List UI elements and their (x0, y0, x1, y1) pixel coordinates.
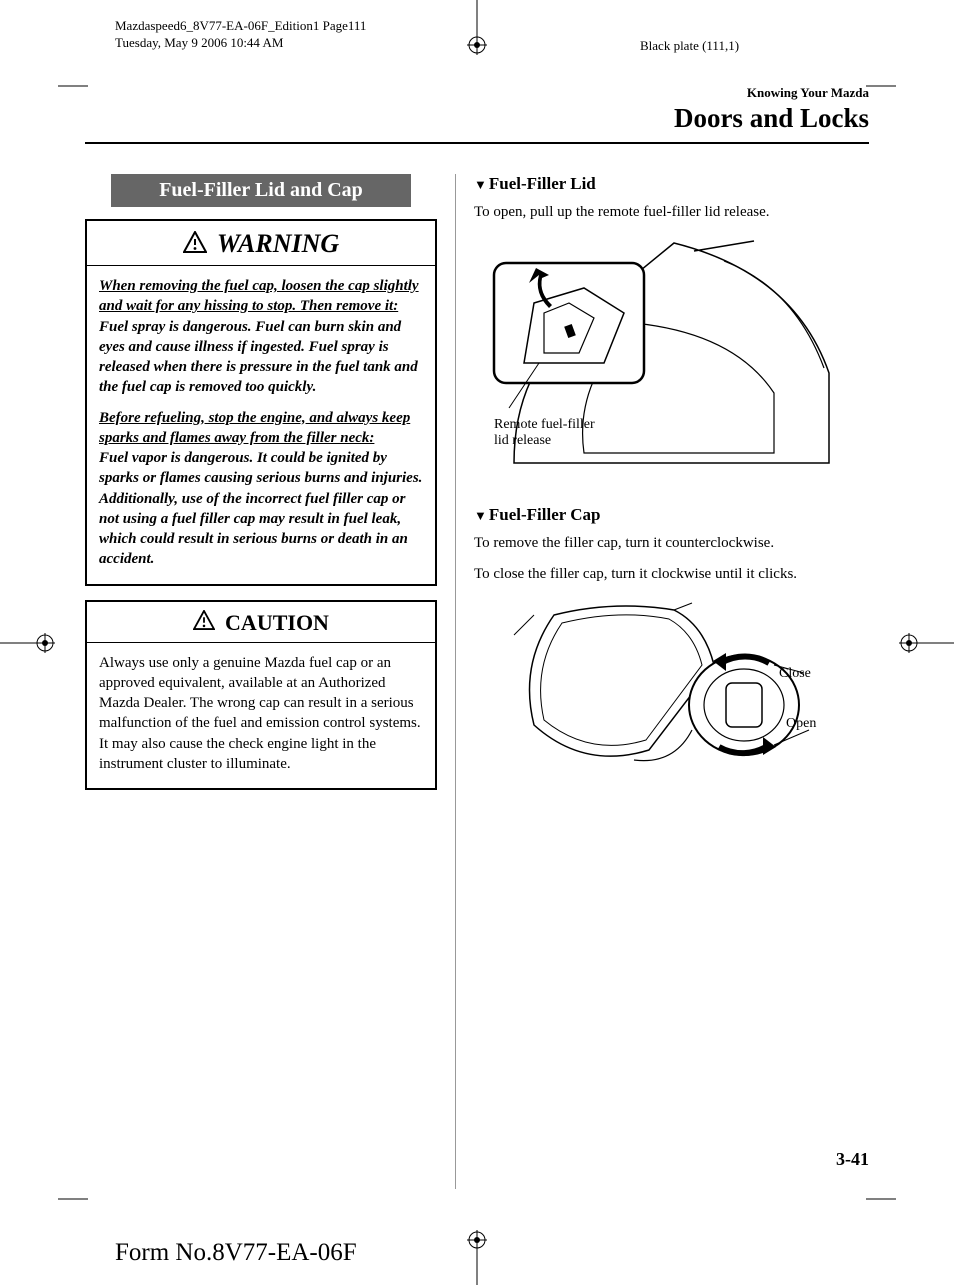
cap-subheading: Fuel-Filler Cap (474, 505, 869, 525)
caution-box: CAUTION Always use only a genuine Mazda … (85, 600, 437, 791)
warning-p2-head: Before refueling, stop the engine, and a… (99, 410, 410, 446)
lid-callout-line2: lid release (494, 433, 551, 448)
cap-diagram: Close Open (474, 595, 869, 810)
page-number: 3-41 (836, 1149, 869, 1170)
cap-body-1: To remove the filler cap, turn it counte… (474, 533, 869, 554)
registration-mark-top (467, 0, 487, 75)
cap-open-label: Open (786, 716, 816, 731)
page-frame: Knowing Your Mazda Doors and Locks Fuel-… (85, 85, 869, 1200)
cap-close-label: Close (779, 666, 811, 681)
lid-body-text: To open, pull up the remote fuel-filler … (474, 202, 869, 223)
crop-tick-br (866, 1197, 896, 1209)
black-plate-label: Black plate (111,1) (640, 38, 739, 54)
warning-p1-body: Fuel spray is dangerous. Fuel can burn s… (99, 319, 418, 396)
crop-tick-tl (58, 76, 88, 88)
doc-id-line: Mazdaspeed6_8V77-EA-06F_Edition1 Page111 (115, 18, 366, 35)
print-meta: Mazdaspeed6_8V77-EA-06F_Edition1 Page111… (115, 18, 366, 52)
caution-text: Always use only a genuine Mazda fuel cap… (99, 653, 423, 775)
registration-mark-left (0, 633, 75, 653)
caution-triangle-icon (193, 610, 215, 635)
registration-mark-bottom (467, 1210, 487, 1285)
crop-tick-tr (866, 76, 896, 88)
doc-date-line: Tuesday, May 9 2006 10:44 AM (115, 35, 366, 52)
warning-header: WARNING (87, 221, 435, 266)
registration-mark-right (879, 633, 954, 653)
lid-subheading: Fuel-Filler Lid (474, 174, 869, 194)
caution-header: CAUTION (87, 602, 435, 643)
lid-diagram: Remote fuel-filler lid release (474, 233, 869, 483)
warning-body: When removing the fuel cap, loosen the c… (87, 266, 435, 584)
cap-body-2: To close the filler cap, turn it clockwi… (474, 564, 869, 585)
section-banner: Fuel-Filler Lid and Cap (111, 174, 411, 207)
header-eyebrow: Knowing Your Mazda (85, 85, 869, 101)
left-column: Fuel-Filler Lid and Cap WARNING When rem… (85, 174, 455, 1189)
right-column: Fuel-Filler Lid To open, pull up the rem… (456, 174, 869, 1189)
warning-p1-head: When removing the fuel cap, loosen the c… (99, 278, 419, 314)
warning-triangle-icon (183, 231, 207, 258)
warning-box: WARNING When removing the fuel cap, loos… (85, 219, 437, 586)
warning-p2-body: Fuel vapor is dangerous. It could be ign… (99, 450, 422, 567)
page-header: Knowing Your Mazda Doors and Locks (85, 85, 869, 144)
lid-callout-line1: Remote fuel-filler (494, 417, 595, 432)
warning-label: WARNING (217, 229, 339, 258)
header-title: Doors and Locks (85, 103, 869, 134)
form-number: Form No.8V77-EA-06F (115, 1239, 357, 1267)
content-columns: Fuel-Filler Lid and Cap WARNING When rem… (85, 174, 869, 1189)
caution-body: Always use only a genuine Mazda fuel cap… (87, 643, 435, 789)
caution-label: CAUTION (225, 610, 329, 635)
crop-tick-bl (58, 1197, 88, 1209)
